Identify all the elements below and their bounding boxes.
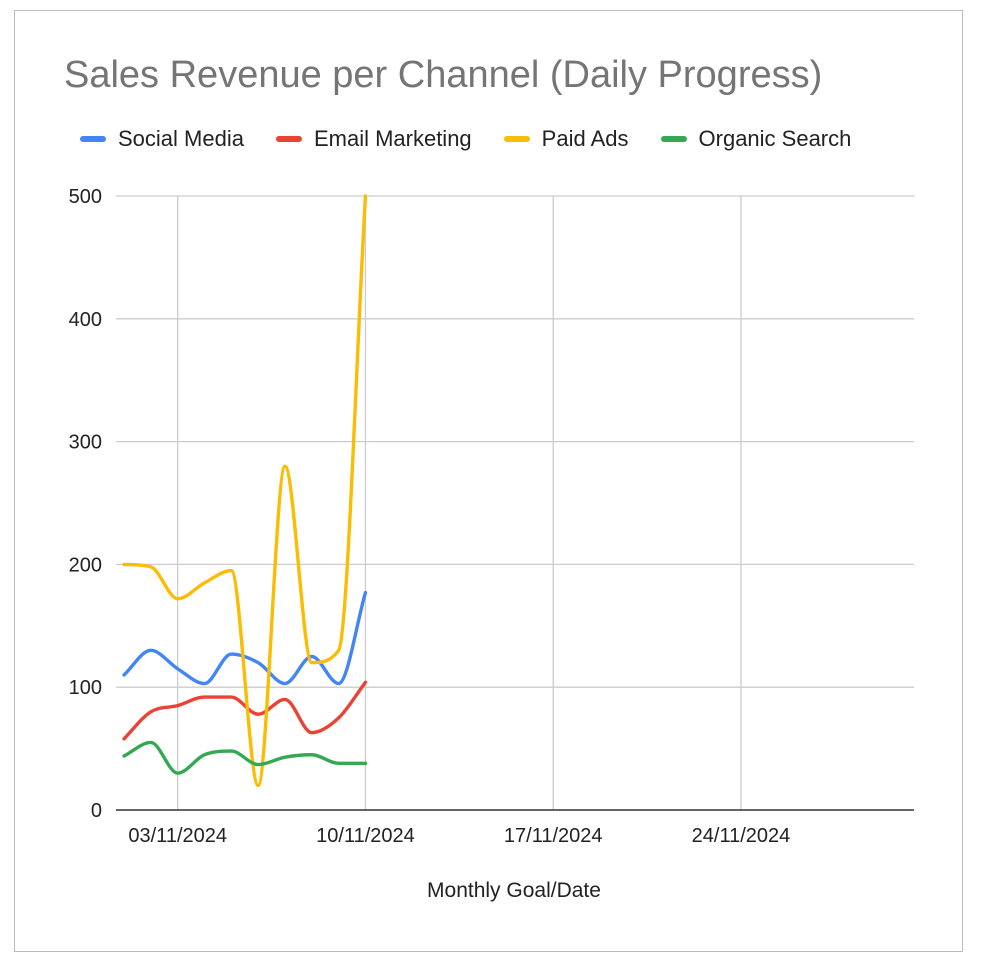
legend-item-paid-ads[interactable]: Paid Ads bbox=[503, 126, 629, 152]
y-tick-label: 100 bbox=[69, 677, 102, 699]
legend-item-social-media[interactable]: Social Media bbox=[80, 126, 244, 152]
grid-lines bbox=[116, 195, 914, 810]
x-axis-title: Monthly Goal/Date bbox=[427, 879, 601, 902]
y-tick-label: 500 bbox=[69, 186, 102, 208]
legend-swatch bbox=[80, 136, 106, 142]
y-tick-label: 200 bbox=[69, 554, 102, 576]
tick-labels: 0 100 200 300 400 500 03/11/2024 10/11/2024 17/1… bbox=[69, 186, 791, 847]
x-tick-label: 10/11/2024 bbox=[316, 825, 415, 847]
y-tick-label: 300 bbox=[69, 432, 102, 454]
y-tick-label: 0 bbox=[91, 800, 102, 822]
legend-label: Paid Ads bbox=[541, 126, 629, 151]
y-tick-label: 400 bbox=[69, 309, 102, 331]
chart-title: Sales Revenue per Channel (Daily Progres… bbox=[64, 54, 823, 96]
chart-frame bbox=[14, 10, 963, 952]
legend-label: Social Media bbox=[118, 126, 244, 151]
legend-swatch bbox=[503, 136, 530, 142]
series-lines bbox=[122, 194, 368, 788]
series-line-paid-ads[interactable] bbox=[122, 194, 368, 788]
legend-item-email-marketing[interactable]: Email Marketing bbox=[275, 126, 472, 152]
legend-swatch bbox=[660, 136, 687, 142]
legend-item-organic-search[interactable]: Organic Search bbox=[660, 126, 852, 152]
series-line-email-marketing[interactable] bbox=[122, 680, 368, 741]
chart-legend: Social Media Email Marketing Paid Ads Or… bbox=[80, 126, 883, 152]
series-line-social-media[interactable] bbox=[122, 590, 368, 686]
series-line-organic-search[interactable] bbox=[122, 740, 368, 775]
legend-swatch bbox=[275, 136, 302, 142]
x-tick-label: 17/11/2024 bbox=[504, 825, 603, 847]
x-tick-label: 03/11/2024 bbox=[128, 825, 227, 847]
legend-label: Email Marketing bbox=[313, 126, 472, 151]
legend-label: Organic Search bbox=[698, 126, 852, 151]
x-tick-label: 24/11/2024 bbox=[692, 825, 791, 847]
